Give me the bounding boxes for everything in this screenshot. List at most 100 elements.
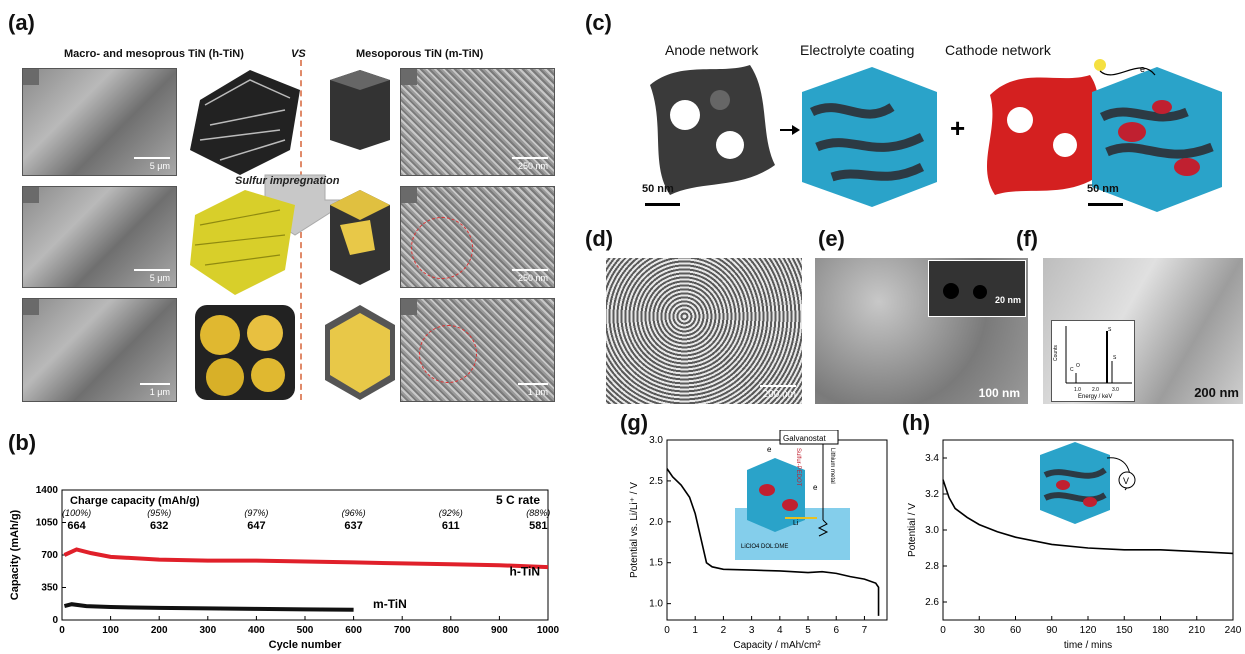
x-tick-label: 120 bbox=[1080, 625, 1097, 636]
x-tick-label: 600 bbox=[345, 625, 362, 636]
eds-tick: 1.0 bbox=[1074, 387, 1081, 393]
inset-scale: 20 nm bbox=[994, 295, 1021, 305]
capacity-value: 664 bbox=[67, 520, 86, 532]
y-tick-label: 0 bbox=[52, 615, 58, 626]
sulfur-pedot-text: Sulfur-PEDOT bbox=[795, 448, 801, 487]
panel-a-label: (a) bbox=[8, 10, 35, 35]
x-tick-label: 800 bbox=[442, 625, 459, 636]
y-tick-label: 700 bbox=[41, 550, 58, 561]
y-axis-label: Potential vs. Li/Li⁺ / V bbox=[629, 482, 640, 578]
htin-lattice-sulfur bbox=[190, 190, 295, 295]
electrolyte-cube bbox=[802, 67, 937, 207]
x-tick-label: 1000 bbox=[537, 625, 560, 636]
panel-h-label: (h) bbox=[902, 410, 931, 435]
x-tick-label: 900 bbox=[491, 625, 508, 636]
y-tick-label: 2.8 bbox=[925, 561, 939, 572]
capacity-value: 637 bbox=[344, 520, 362, 532]
chart-b-rate: 5 C rate bbox=[496, 493, 540, 507]
voltmeter-v: V bbox=[1123, 476, 1129, 486]
title-anode-network: Anode network bbox=[665, 42, 759, 58]
x-tick-label: 0 bbox=[940, 625, 946, 636]
lithium-metal-text: Lithium metal bbox=[829, 448, 835, 484]
chart-g: 0 1 2 3 4 5 6 7 1.0 1.5 2.0 2.5 3.0 Capacity / mAh/cm… bbox=[629, 435, 888, 651]
x-tick-label: 240 bbox=[1225, 625, 1242, 636]
y-tick-label: 350 bbox=[41, 583, 58, 594]
eds-ylabel: Counts bbox=[1053, 345, 1059, 361]
y-axis-label: Potential / V bbox=[907, 503, 918, 557]
full-cell-cube bbox=[1092, 67, 1222, 212]
x-tick-label: 210 bbox=[1188, 625, 1205, 636]
plus-sign: + bbox=[950, 113, 965, 143]
y-tick-label: 1.5 bbox=[649, 558, 663, 569]
eds-xlabel: Energy / keV bbox=[1078, 394, 1112, 400]
x-tick-label: 6 bbox=[833, 625, 839, 636]
y-tick-label: 3.0 bbox=[925, 525, 939, 536]
x-axis-label: time / mins bbox=[1064, 640, 1112, 651]
scale-right: 50 nm bbox=[1087, 183, 1119, 195]
eds-tick: 2.0 bbox=[1092, 387, 1099, 393]
x-tick-label: 200 bbox=[151, 625, 168, 636]
scale-bar: 5 μm bbox=[134, 269, 170, 283]
galvanostat-text: Galvanostat bbox=[783, 434, 826, 443]
x-tick-label: 1 bbox=[692, 625, 698, 636]
y-tick-label: 1050 bbox=[36, 518, 59, 529]
panel-a-left-header: Macro- and mesoprous TiN (h-TiN) bbox=[64, 48, 244, 60]
li-label: Li bbox=[793, 520, 799, 527]
scale-bar: 250 nm bbox=[512, 157, 548, 171]
x-axis-label: Capacity / mAh/cm² bbox=[733, 640, 821, 651]
sem-htin-3: 1 μm bbox=[22, 298, 177, 402]
highlight-circle bbox=[419, 325, 477, 383]
capacity-value: 647 bbox=[247, 520, 265, 532]
capacity-value: 581 bbox=[529, 520, 547, 532]
series-label-mtin: m-TiN bbox=[373, 597, 407, 611]
y-axis-label: Capacity (mAh/g) bbox=[9, 509, 21, 600]
htin-lattice-black bbox=[190, 70, 300, 175]
x-tick-label: 300 bbox=[199, 625, 216, 636]
x-tick-label: 4 bbox=[777, 625, 783, 636]
scale-bar: 1 μm bbox=[140, 383, 170, 397]
htin-sulfur-spheres bbox=[195, 305, 295, 400]
eds-inset: Counts 1.0 2.0 3.0 Energy / keV S S C O bbox=[1051, 320, 1135, 402]
lightbulb-icon bbox=[1094, 59, 1106, 71]
capacity-value: 611 bbox=[442, 520, 460, 532]
cell-diagram-inset: Galvanostat Li e e Sulfur-PEDOT Lithium … bbox=[735, 430, 850, 560]
series-line-h-tin bbox=[63, 547, 549, 570]
series-label-htin: h-TiN bbox=[510, 564, 540, 578]
panel-a-vs: VS bbox=[291, 48, 306, 60]
inset-image: 20 nm bbox=[928, 260, 1026, 317]
series-line-0 bbox=[942, 479, 1234, 555]
x-tick-label: 2 bbox=[721, 625, 727, 636]
panel-f-label: (f) bbox=[1016, 226, 1038, 251]
eds-peak: S bbox=[1108, 327, 1112, 333]
sem-mtin-2: 250 nm bbox=[400, 186, 555, 288]
mtin-prism-1 bbox=[330, 70, 390, 150]
anode-network bbox=[650, 65, 775, 195]
title-electrolyte-coating: Electrolyte coating bbox=[800, 42, 915, 58]
cell-v-inset: V bbox=[1040, 442, 1136, 524]
x-tick-label: 100 bbox=[102, 625, 119, 636]
mtin-prism-3 bbox=[325, 305, 395, 400]
y-tick-label: 2.6 bbox=[925, 597, 939, 608]
retention-pct: (97%) bbox=[244, 508, 268, 518]
x-tick-label: 180 bbox=[1152, 625, 1169, 636]
plot-frame bbox=[61, 489, 549, 621]
panel-c-label: (c) bbox=[585, 10, 612, 35]
e-left: e bbox=[767, 445, 772, 454]
chart-h: 0 30 60 90 120 150 180 210 240 2.6 2.8 3.0 3.2 3.4 tim… bbox=[907, 439, 1242, 651]
sulfur-impregnation-text: Sulfur impregnation bbox=[235, 175, 340, 187]
y-tick-label: 3.4 bbox=[925, 453, 939, 464]
sem-mtin-1: 250 nm bbox=[400, 68, 555, 176]
x-tick-label: 7 bbox=[862, 625, 868, 636]
x-tick-label: 700 bbox=[394, 625, 411, 636]
y-tick-label: 2.0 bbox=[649, 517, 663, 528]
title-cathode-network: Cathode network bbox=[945, 42, 1051, 58]
y-tick-label: 2.5 bbox=[649, 476, 663, 487]
scale-bar-f: 200 nm bbox=[1194, 385, 1239, 400]
panel-a-right-header: Mesoporous TiN (m-TiN) bbox=[356, 48, 484, 60]
x-tick-label: 0 bbox=[59, 625, 65, 636]
x-axis-label: Cycle number bbox=[269, 639, 342, 651]
e-right: e bbox=[813, 483, 818, 492]
highlight-circle bbox=[411, 217, 473, 279]
electrolyte-text: LiClO4 DOL:DME bbox=[741, 544, 788, 550]
eds-tick: 3.0 bbox=[1112, 387, 1119, 393]
